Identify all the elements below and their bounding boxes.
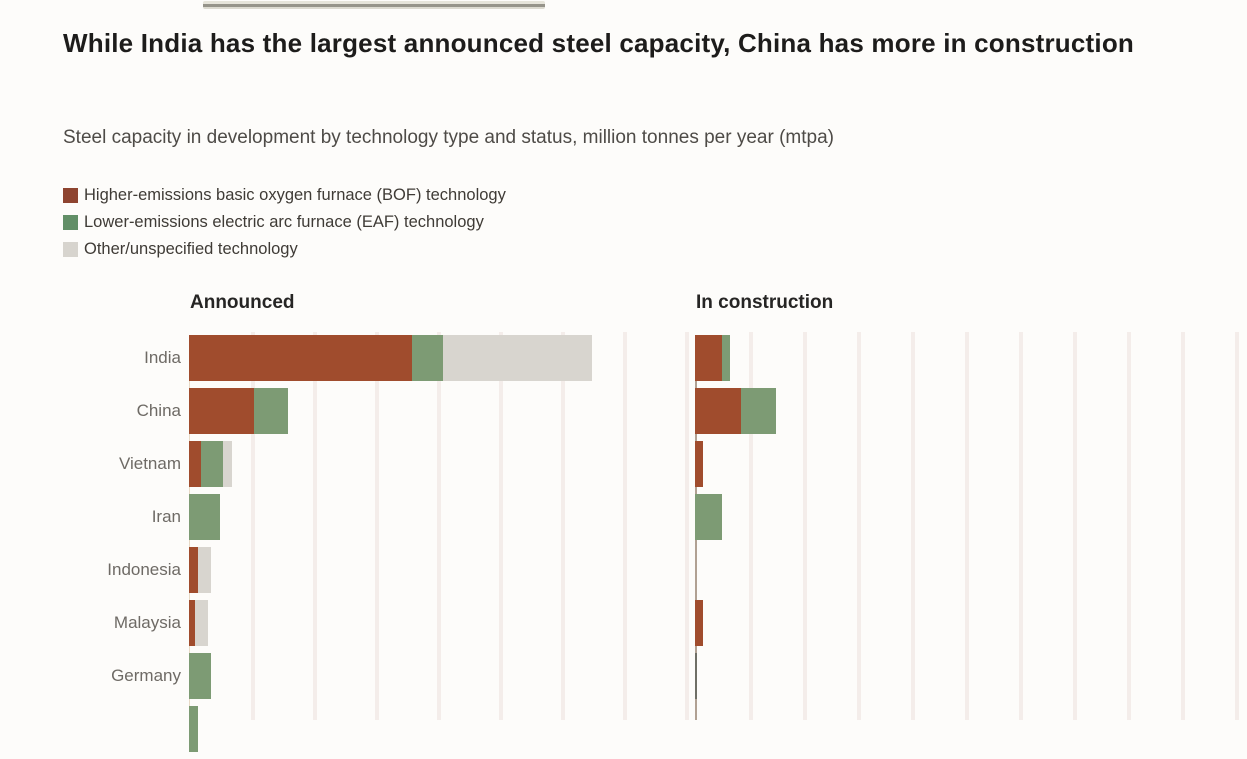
category-label xyxy=(0,706,181,752)
gridline xyxy=(911,332,915,720)
bar-segment-bof xyxy=(189,441,202,487)
bars-announced xyxy=(189,335,686,759)
category-labels: India China Vietnam Iran Indonesia Malaysia Ge… xyxy=(0,335,181,759)
bar-row xyxy=(189,653,686,699)
legend-swatch-bof xyxy=(63,188,78,203)
category-label: Vietnam xyxy=(118,454,181,473)
legend: Higher-emissions basic oxygen furnace (B… xyxy=(63,182,506,263)
bar-row xyxy=(189,335,686,381)
gridlines xyxy=(189,328,689,720)
bar-row xyxy=(695,441,1247,487)
legend-item-bof: Higher-emissions basic oxygen furnace (B… xyxy=(63,182,506,209)
bar-segment-eaf xyxy=(722,335,731,381)
bar-segment-bof xyxy=(695,388,741,434)
bar-segment-eaf xyxy=(695,653,697,699)
bar-row xyxy=(189,494,686,540)
chart-figure: While India has the largest announced st… xyxy=(63,1,1247,752)
bars-construction xyxy=(695,335,1247,759)
gridlines xyxy=(695,328,1247,720)
legend-swatch-eaf xyxy=(63,215,78,230)
gridline xyxy=(857,332,861,720)
gridline xyxy=(561,332,565,720)
bar-segment-bof xyxy=(695,600,704,646)
legend-item-eaf: Lower-emissions electric arc furnace (EA… xyxy=(63,209,506,236)
bar-segment-other xyxy=(195,600,208,646)
bar-segment-eaf xyxy=(189,653,211,699)
bar-segment-eaf xyxy=(189,706,199,752)
gridline xyxy=(1019,332,1023,720)
bar-row xyxy=(189,600,686,646)
bar-segment-eaf xyxy=(201,441,224,487)
gridline xyxy=(1235,332,1239,720)
bar-row xyxy=(189,441,686,487)
legend-item-other: Other/unspecified technology xyxy=(63,236,506,263)
bar-segment-bof xyxy=(695,335,722,381)
legend-label: Other/unspecified technology xyxy=(84,240,298,258)
bar-segment-bof xyxy=(189,335,413,381)
gridline xyxy=(437,332,441,720)
bar-row xyxy=(695,706,1247,752)
gridline xyxy=(623,332,627,720)
legend-swatch-other xyxy=(63,242,78,257)
gridline xyxy=(1127,332,1131,720)
bar-segment-bof xyxy=(189,388,255,434)
chart-subtitle: Steel capacity in development by technol… xyxy=(63,127,834,148)
bar-row xyxy=(189,706,686,752)
gridline xyxy=(685,332,689,720)
legend-label: Lower-emissions electric arc furnace (EA… xyxy=(84,213,484,231)
chart-title: While India has the largest announced st… xyxy=(63,28,1134,58)
gridline xyxy=(1181,332,1185,720)
bar-segment-bof xyxy=(189,547,199,593)
bar-segment-eaf xyxy=(412,335,444,381)
gridline xyxy=(499,332,503,720)
bar-segment-eaf xyxy=(695,494,722,540)
bar-segment-other xyxy=(198,547,211,593)
category-label: India xyxy=(144,348,181,367)
panel-construction: In construction xyxy=(695,292,1247,720)
bar-row xyxy=(189,388,686,434)
category-label: Germany xyxy=(111,666,181,685)
legend-label: Higher-emissions basic oxygen furnace (B… xyxy=(84,186,506,204)
bar-segment-other xyxy=(223,441,233,487)
bar-segment-eaf xyxy=(740,388,776,434)
panel-construction-title: In construction xyxy=(696,292,834,313)
bar-row xyxy=(695,547,1247,593)
gridline xyxy=(965,332,969,720)
gridline xyxy=(803,332,807,720)
gridline xyxy=(313,332,317,720)
category-label: Iran xyxy=(151,507,181,526)
bar-row xyxy=(695,600,1247,646)
bar-row xyxy=(189,547,686,593)
bar-row xyxy=(695,653,1247,699)
bar-segment-bof xyxy=(189,600,196,646)
gridline xyxy=(375,332,379,720)
bar-row xyxy=(695,494,1247,540)
bar-row xyxy=(695,388,1247,434)
panel-announced: Announced xyxy=(189,292,689,752)
category-label: Malaysia xyxy=(113,613,181,632)
bar-segment-other xyxy=(443,335,592,381)
category-label: China xyxy=(136,401,181,420)
bar-segment-eaf xyxy=(189,494,220,540)
gridline xyxy=(251,332,255,720)
bar-segment-bof xyxy=(695,441,704,487)
bar-segment-eaf xyxy=(254,388,289,434)
gridline xyxy=(1073,332,1077,720)
gridline xyxy=(749,332,753,720)
panel-announced-title: Announced xyxy=(190,292,295,313)
category-label: Indonesia xyxy=(107,560,181,579)
cropped-element-edge xyxy=(203,1,545,9)
bar-row xyxy=(695,335,1247,381)
